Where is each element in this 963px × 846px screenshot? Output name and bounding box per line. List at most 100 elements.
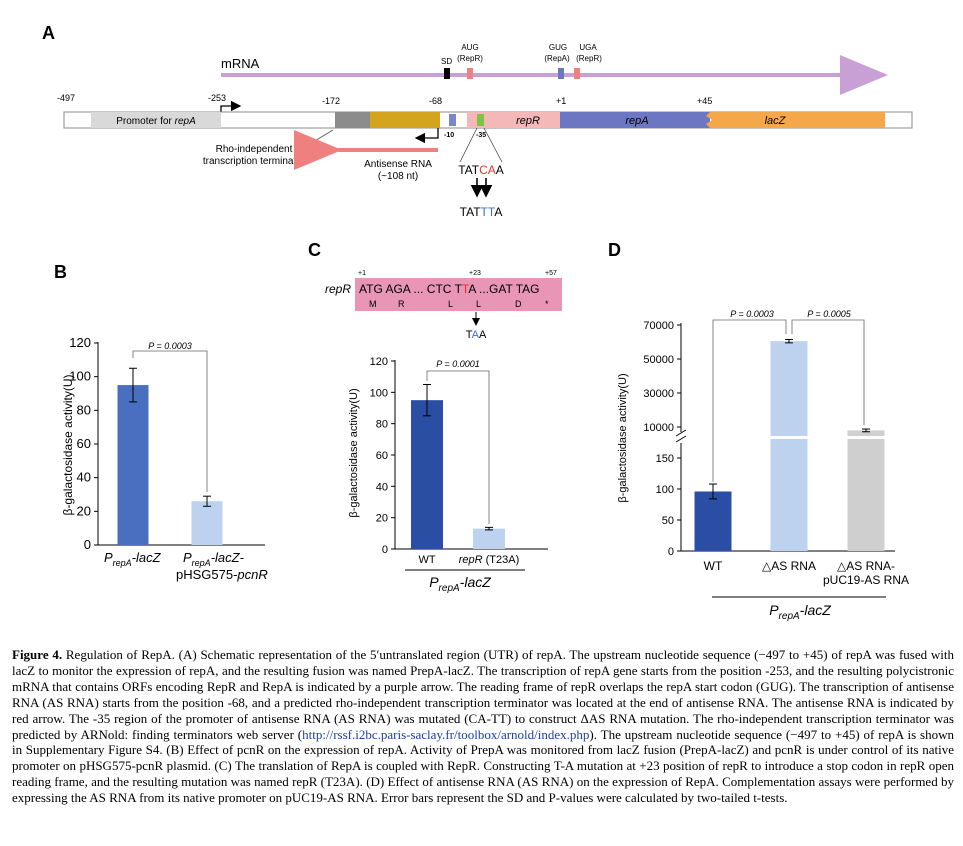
- c-pos-plus1: +1: [358, 270, 366, 277]
- c-aa-1: M: [369, 299, 377, 309]
- c-aa-row: M R L L D *: [369, 299, 549, 309]
- c-pos-plus23: +23: [469, 270, 481, 277]
- b-ytick-label-0: 0: [84, 537, 91, 552]
- panel-c-letter: C: [308, 240, 321, 260]
- d-axis-break-2: [675, 435, 687, 443]
- antisense-region-box: [370, 112, 440, 128]
- c-aa-3: L: [448, 299, 453, 309]
- promoter-box: [91, 112, 221, 128]
- d-bar-2: [770, 341, 808, 551]
- d-cat2-label: △AS RNA: [762, 559, 816, 573]
- b-bar-1: [117, 385, 149, 545]
- b-ytick-label-120: 120: [69, 335, 91, 350]
- b-cat1-label: PrepA-lacZ: [104, 550, 162, 568]
- c-group-label: PrepA-lacZ: [429, 574, 491, 594]
- c-pos-plus57: +57: [545, 270, 557, 277]
- sd-label: SD: [441, 57, 452, 66]
- c-bar-1: [411, 400, 443, 549]
- c-seq-gene: repR: [325, 282, 351, 296]
- b-ytick-label-20: 20: [77, 503, 91, 518]
- pos-plus1: +1: [556, 96, 566, 106]
- b-ytick-label-80: 80: [77, 402, 91, 417]
- figure-caption: Figure 4. Regulation of RepA. (A) Schema…: [12, 647, 954, 806]
- caption-body-2: ). The upstream nucleotide sequence (−49…: [12, 726, 954, 806]
- antisense-label-1: Antisense RNA: [364, 159, 432, 170]
- d-cat1-label: WT: [704, 559, 723, 573]
- c-mut-codon: TAA: [466, 329, 487, 341]
- seq-wildtype: TATCAA: [458, 163, 504, 177]
- seq-mutant: TATTTA: [460, 205, 503, 219]
- c-cat2-label: repR (T23A): [459, 554, 520, 566]
- d-axis-break-1: [675, 429, 687, 437]
- c-aa-4: L: [476, 299, 481, 309]
- caption-link[interactable]: http://rssf.i2bc.paris-saclay.fr/toolbox…: [302, 726, 590, 742]
- aug-sub-label: (RepR): [457, 54, 483, 63]
- b-ytick-label-100: 100: [69, 369, 91, 384]
- gug-sub-label: (RepA): [544, 54, 570, 63]
- b-bar-2: [191, 501, 223, 545]
- c-aa-2: R: [398, 299, 405, 309]
- terminator-label-1: Rho-independent: [216, 144, 293, 155]
- d-ticks: 0 50 100 150 10000 30000 50000 70000: [643, 320, 681, 558]
- zoom-line-right: [483, 127, 503, 163]
- panel-d: D β-galactosidase activity(U) 0 50 100 150 1…: [608, 240, 909, 622]
- uga-label: UGA: [579, 43, 597, 52]
- minus35-box: [477, 114, 484, 126]
- c-ticks: 0 20 40 60 80 100 120: [370, 356, 395, 556]
- d-bar-break-2: [769, 436, 809, 439]
- b-ticks: 0 20 40 60 80 100 120: [69, 335, 98, 552]
- d-bars: [694, 338, 886, 551]
- lacz-box: [706, 112, 885, 128]
- caption-title-text: Regulation of RepA.: [62, 647, 179, 662]
- pos-plus45: +45: [697, 96, 712, 106]
- c-ytick-label-20: 20: [376, 513, 388, 525]
- b-cat2-label-2: pHSG575-pcnR: [176, 567, 268, 582]
- d-ytick-label-10000: 10000: [643, 422, 674, 434]
- c-seq-box: [355, 278, 562, 311]
- d-pvalue-bracket-1: [712, 319, 787, 482]
- d-ytick-label-0: 0: [668, 546, 674, 558]
- c-cat1-label: WT: [418, 554, 435, 566]
- c-pvalue: P = 0.0001: [436, 359, 479, 369]
- c-pvalue-bracket: [426, 370, 490, 524]
- d-ytick-label-70000: 70000: [643, 320, 674, 332]
- c-ytick-label-40: 40: [376, 481, 388, 493]
- lacz-label: lacZ: [765, 115, 787, 127]
- c-ylabel: β-galactosidase activity(U): [348, 388, 360, 517]
- c-ytick-label-60: 60: [376, 450, 388, 462]
- repa-label: repA: [625, 115, 648, 127]
- b-cat2-label: PrepA-lacZ-: [183, 550, 245, 568]
- d-pvalue-2: P = 0.0005: [807, 309, 851, 319]
- d-ytick-label-50000: 50000: [643, 354, 674, 366]
- c-aa-5: D: [515, 299, 522, 309]
- panel-b: B β-galactosidase activity(U) 0 20 40 60 80 1…: [54, 262, 268, 582]
- pos-minus68: -68: [429, 96, 442, 106]
- d-ylabel: β-galactosidase activity(U): [617, 373, 629, 502]
- uga-sub-label: (RepR): [576, 54, 602, 63]
- c-ytick-label-120: 120: [370, 356, 388, 368]
- c-ytick-label-100: 100: [370, 387, 388, 399]
- caption-body: (A) Schematic representation of the 5′un…: [12, 647, 954, 742]
- terminator-box: [335, 112, 370, 128]
- d-bar-1: [694, 491, 732, 551]
- gug-marker: [558, 68, 564, 79]
- caption-title: Figure 4.: [12, 647, 63, 662]
- c-ytick-label-80: 80: [376, 419, 388, 431]
- b-ytick-label-40: 40: [77, 470, 91, 485]
- d-pvalue-1: P = 0.0003: [730, 309, 773, 319]
- repr-box: [467, 112, 584, 128]
- c-bar-2: [473, 528, 505, 549]
- repr-label: repR: [516, 115, 540, 127]
- d-ytick-label-100: 100: [656, 484, 674, 496]
- d-ytick-label-50: 50: [662, 515, 674, 527]
- gug-label: GUG: [549, 43, 567, 52]
- panel-c: C +1 +23 +57 repR ATG AGA ... CTC TTA ..…: [308, 240, 562, 594]
- b-pvalue: P = 0.0003: [148, 341, 191, 351]
- terminator-pointer: [312, 129, 334, 143]
- terminator-label-2: transcription terminator: [203, 156, 306, 167]
- aug-marker: [467, 68, 473, 79]
- b-pvalue-bracket: [132, 350, 208, 492]
- figure-4: A mRNA SD AUG (RepR) GUG (RepA) UGA (Rep…: [42, 23, 913, 622]
- c-ytick-label-0: 0: [382, 544, 388, 556]
- d-group-label: PrepA-lacZ: [769, 602, 831, 622]
